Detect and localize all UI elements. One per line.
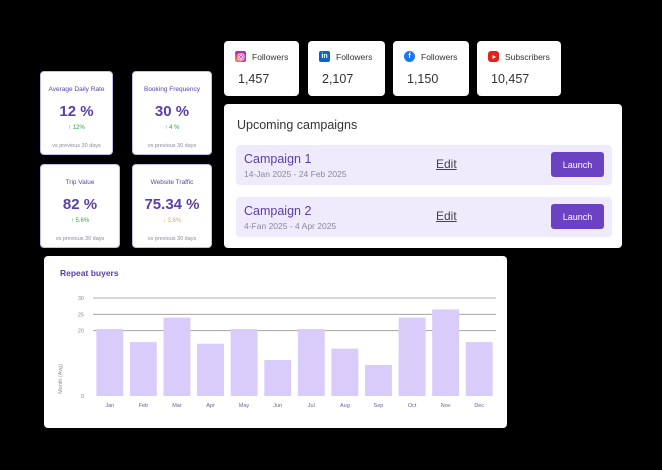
- kpi-label: Trip Value: [65, 179, 95, 186]
- social-header: in Followers: [319, 51, 385, 62]
- social-header: f Followers: [404, 51, 469, 62]
- kpi-label: Website Traffic: [150, 179, 194, 186]
- youtube-icon: [488, 51, 499, 62]
- social-label: Followers: [336, 51, 373, 62]
- social-card-facebook: f Followers 1,150: [393, 41, 469, 96]
- instagram-icon: [235, 51, 246, 62]
- social-card-instagram: Followers 1,457: [224, 41, 299, 96]
- linkedin-icon: in: [319, 51, 330, 62]
- x-tick-label: Apr: [206, 403, 215, 409]
- kpi-note: vs previous 30 days: [52, 143, 101, 149]
- x-tick-label: Oct: [408, 403, 417, 409]
- x-tick-label: Dec: [474, 403, 484, 409]
- social-value: 1,457: [238, 72, 270, 86]
- campaigns-title: Upcoming campaigns: [237, 118, 358, 132]
- kpi-note: vs previous 30 days: [147, 236, 197, 242]
- bar-jul: [297, 329, 325, 396]
- y-tick-label: 0: [81, 394, 84, 400]
- y-tick-label: 25: [78, 312, 84, 318]
- kpi-delta: ↑ 4 %: [164, 125, 180, 131]
- bar-sep: [365, 364, 392, 396]
- repeat-buyers-chart-card: Repeat buyers 0 20 25 30 Month (Avg) Jan Feb Ma…: [44, 256, 507, 428]
- kpi-card-website-traffic: Website Traffic 75.34 % ↓ 3.6% vs previo…: [132, 164, 212, 248]
- edit-link[interactable]: Edit: [436, 209, 457, 223]
- social-label: Followers: [252, 51, 289, 62]
- bar-oct: [398, 317, 426, 396]
- kpi-label: Booking Frequency: [143, 86, 200, 93]
- bar-aug: [331, 348, 359, 396]
- kpi-card-average-daily-rate: Average Daily Rate 12 % ↑ 12% vs previou…: [40, 71, 113, 155]
- social-value: 10,457: [491, 72, 530, 86]
- bar-jan: [96, 329, 124, 396]
- y-tick-label: 20: [78, 329, 84, 335]
- kpi-delta: ↓ 3.6%: [162, 218, 182, 224]
- x-tick-label: Sep: [374, 403, 384, 409]
- x-tick-label: Jan: [105, 403, 114, 409]
- social-value: 1,150: [407, 72, 439, 86]
- bar-may: [230, 329, 258, 396]
- social-label: Subscribers: [505, 51, 550, 62]
- social-card-youtube: Subscribers 10,457: [477, 41, 561, 96]
- kpi-label: Average Daily Rate: [48, 86, 105, 93]
- kpi-value: 82 %: [62, 196, 98, 213]
- kpi-card-booking-frequency: Booking Frequency 30 % ↑ 4 % vs previous…: [132, 71, 212, 155]
- x-tick-label: May: [239, 403, 250, 409]
- bar-mar: [163, 317, 191, 396]
- bar-dec: [465, 342, 493, 396]
- campaign-dates: 4-Fan 2025 - 4 Apr 2025: [244, 221, 337, 231]
- bar-feb: [129, 342, 157, 396]
- facebook-icon: f: [404, 51, 415, 62]
- x-tick-label: Jul: [308, 403, 315, 409]
- social-value: 2,107: [322, 72, 354, 86]
- campaign-row: Campaign 1 14-Jan 2025 - 24 Feb 2025 Edi…: [236, 145, 612, 185]
- edit-link[interactable]: Edit: [436, 157, 457, 171]
- kpi-value: 30 %: [154, 103, 190, 120]
- campaign-row: Campaign 2 4-Fan 2025 - 4 Apr 2025 Edit …: [236, 197, 612, 237]
- kpi-note: vs previous 30 days: [147, 143, 197, 149]
- x-tick-label: Mar: [172, 403, 182, 409]
- bar-jun: [264, 360, 292, 396]
- y-axis-label: Month (Avg): [58, 364, 64, 394]
- x-tick-label: Aug: [340, 403, 350, 409]
- repeat-buyers-chart: 0 20 25 30 Month (Avg) Jan Feb Mar Apr May Jun Jul A…: [58, 296, 496, 409]
- x-tick-label: Jun: [273, 403, 282, 409]
- social-header: Followers: [235, 51, 299, 62]
- social-header: Subscribers: [488, 51, 561, 62]
- kpi-note: vs previous 30 days: [55, 236, 105, 242]
- kpi-delta: ↑ 12%: [68, 125, 85, 131]
- kpi-value: 75.34 %: [144, 196, 200, 213]
- campaign-name: Campaign 1: [244, 152, 312, 166]
- social-card-linkedin: in Followers 2,107: [308, 41, 385, 96]
- x-tick-label: Feb: [139, 403, 148, 409]
- kpi-card-trip-value: Trip Value 82 % ↑ 5.6% vs previous 30 da…: [40, 164, 120, 248]
- bar-apr: [197, 343, 224, 396]
- chart-title: Repeat buyers: [60, 268, 119, 278]
- campaigns-panel: Upcoming campaigns Campaign 1 14-Jan 202…: [224, 104, 622, 248]
- campaign-name: Campaign 2: [244, 204, 312, 218]
- y-tick-label: 30: [78, 296, 84, 302]
- campaign-dates: 14-Jan 2025 - 24 Feb 2025: [244, 169, 347, 179]
- kpi-value: 12 %: [59, 103, 94, 120]
- kpi-delta: ↑ 5.6%: [70, 218, 90, 224]
- launch-button[interactable]: Launch: [551, 204, 604, 229]
- launch-button[interactable]: Launch: [551, 152, 604, 177]
- social-label: Followers: [421, 51, 458, 62]
- x-tick-label: Nov: [441, 403, 451, 409]
- bar-nov: [432, 309, 460, 396]
